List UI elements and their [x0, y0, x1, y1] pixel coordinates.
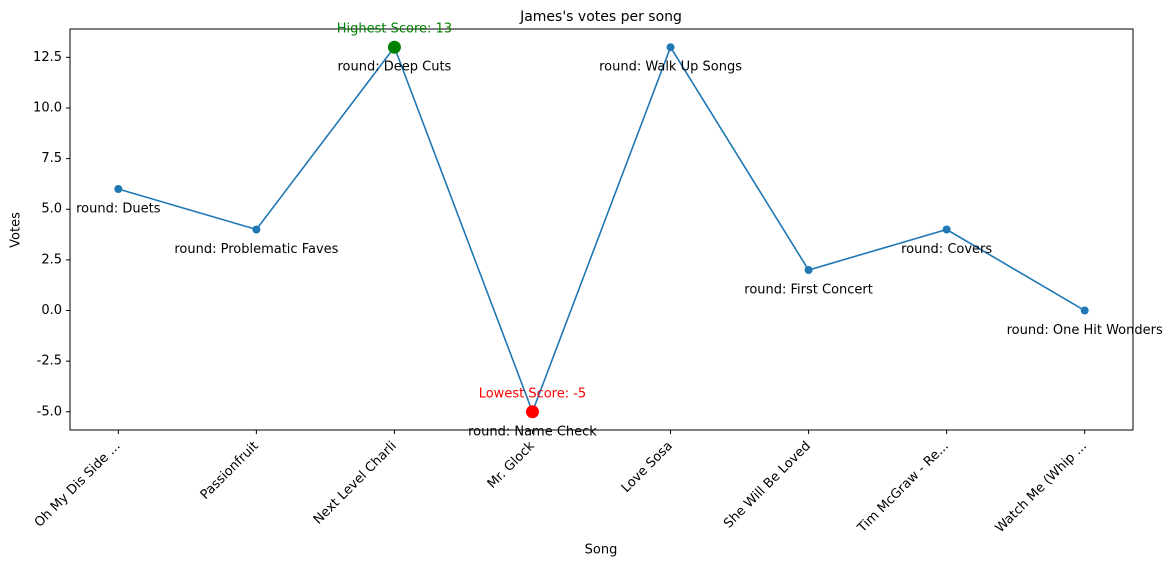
y-tick-label: 7.5 — [41, 151, 62, 166]
round-label: round: Deep Cuts — [338, 60, 452, 75]
x-tick-label: She Will Be Loved — [721, 439, 814, 532]
point — [252, 225, 261, 234]
round-label: round: Walk Up Songs — [599, 60, 742, 75]
x-tick-label: Next Level Charli — [311, 439, 400, 528]
round-label: round: Covers — [901, 242, 992, 257]
highlight-label: Lowest Score: -5 — [479, 386, 587, 401]
highlight-point — [525, 405, 539, 419]
point — [942, 225, 951, 234]
point — [114, 184, 123, 193]
round-label: round: Problematic Faves — [174, 242, 338, 257]
x-tick-label: Mr. Glock — [485, 438, 538, 491]
round-label: round: First Concert — [744, 283, 873, 298]
highlight-point — [387, 40, 401, 54]
y-tick-label: -5.0 — [37, 404, 62, 419]
point — [666, 43, 675, 52]
line — [118, 45, 1086, 415]
x-tick-label: Oh My Dis Side ... — [32, 439, 124, 531]
point — [804, 266, 813, 275]
round-label: round: One Hit Wonders — [1007, 323, 1163, 338]
y-tick-label: -2.5 — [37, 354, 62, 369]
x-tick-label: Passionfruit — [198, 439, 262, 503]
plot-frame — [69, 28, 1134, 431]
y-tick-label: 2.5 — [41, 252, 62, 267]
x-axis-label: Song — [585, 543, 618, 558]
x-tick-label: Tim McGraw - Re... — [854, 439, 952, 537]
y-tick-label: 12.5 — [33, 50, 62, 65]
point — [1080, 306, 1089, 315]
y-axis-label: Votes — [9, 212, 24, 248]
y-tick-label: 0.0 — [41, 303, 62, 318]
round-label: round: Duets — [76, 201, 161, 216]
x-tick-label: Watch Me (Whip ... — [993, 439, 1090, 536]
y-tick-label: 10.0 — [33, 100, 62, 115]
highlight-label: Highest Score: 13 — [337, 22, 452, 37]
y-tick-label: 5.0 — [41, 202, 62, 217]
round-label: round: Name Check — [468, 424, 597, 439]
x-tick-label: Love Sosa — [619, 439, 676, 496]
chart-title: James's votes per song — [519, 9, 682, 25]
